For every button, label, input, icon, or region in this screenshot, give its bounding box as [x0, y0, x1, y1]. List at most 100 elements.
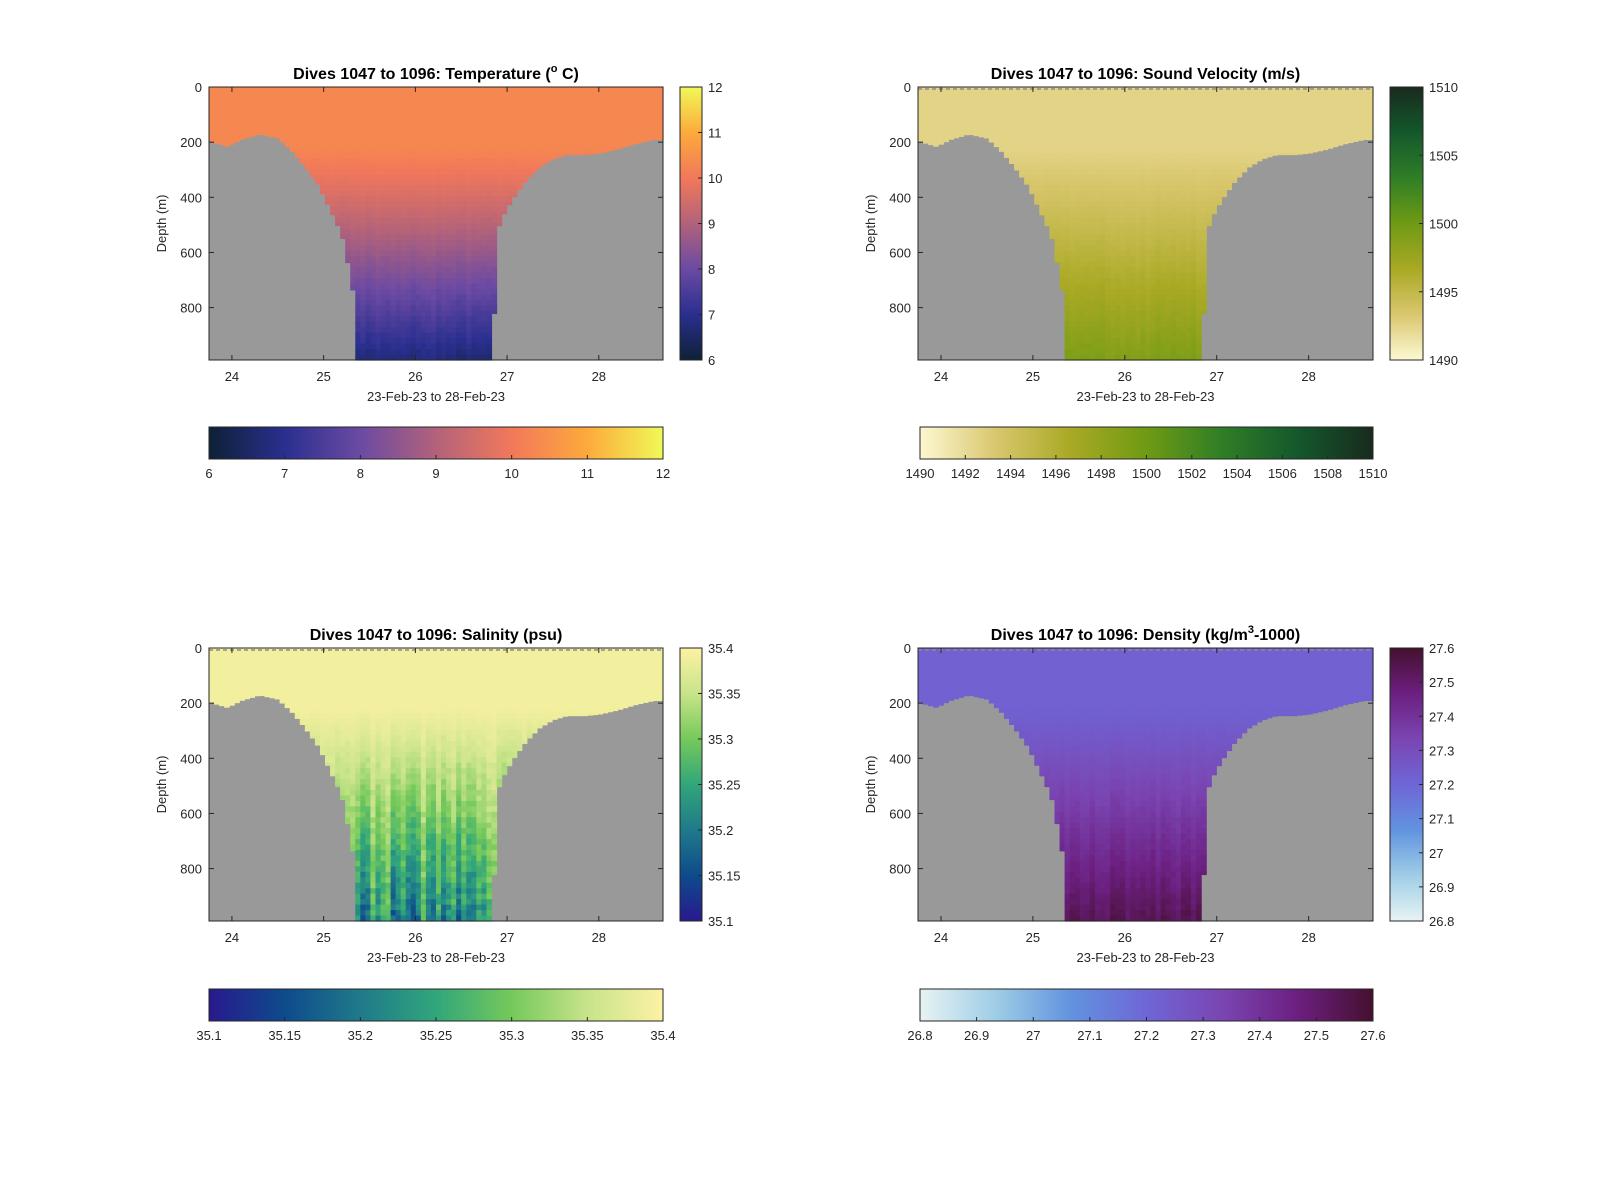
heatmap-cell — [1095, 125, 1101, 131]
heatmap-cell — [481, 316, 487, 322]
heatmap-cell — [653, 120, 659, 126]
heatmap-cell — [1044, 207, 1050, 213]
heatmap-cell — [1044, 142, 1050, 148]
heatmap-cell — [370, 333, 376, 339]
heatmap-cell — [1034, 153, 1040, 159]
heatmap-cell — [396, 218, 402, 224]
heatmap-cell — [461, 196, 467, 202]
heatmap-cell — [436, 147, 442, 153]
heatmap-cell — [1181, 333, 1187, 339]
heatmap-cell — [254, 653, 260, 659]
heatmap-cell — [1257, 131, 1263, 137]
heatmap-cell — [209, 136, 215, 142]
heatmap-cell — [1140, 218, 1146, 224]
heatmap-cell — [486, 289, 492, 295]
heatmap-cell — [1146, 169, 1152, 175]
heatmap-cell — [1237, 169, 1243, 175]
heatmap-cell — [1009, 114, 1015, 120]
heatmap-cell — [214, 659, 220, 665]
heatmap-cell — [416, 92, 422, 98]
heatmap-cell — [1075, 333, 1081, 339]
heatmap-cell — [214, 697, 220, 703]
heatmap-cell — [456, 114, 462, 120]
heatmap-cell — [320, 114, 326, 120]
heatmap-cell — [1044, 131, 1050, 137]
heatmap-cell — [1211, 191, 1217, 197]
heatmap-cell — [1166, 316, 1172, 322]
heatmap-cell — [1080, 136, 1086, 142]
heatmap-cell — [446, 300, 452, 306]
heatmap-cell — [330, 191, 336, 197]
heatmap-cell — [396, 92, 402, 98]
heatmap-cell — [1216, 131, 1222, 137]
heatmap-cell — [1065, 240, 1071, 246]
heatmap-cell — [386, 224, 392, 230]
heatmap-cell — [1257, 158, 1263, 161]
heatmap-cell — [602, 92, 608, 98]
heatmap-cell — [1191, 240, 1197, 246]
heatmap-cell — [421, 147, 427, 153]
heatmap-cell — [1181, 316, 1187, 322]
heatmap-cell — [1201, 153, 1207, 159]
heatmap-cell — [386, 294, 392, 300]
heatmap-cell — [1166, 294, 1172, 300]
heatmap-cell — [1176, 196, 1182, 202]
heatmap-cell — [365, 327, 371, 333]
heatmap-cell — [446, 251, 452, 257]
heatmap-cell — [1019, 109, 1025, 115]
heatmap-cell — [1272, 103, 1278, 109]
heatmap-cell — [1287, 98, 1293, 104]
horizontal-colorbar-tick-label: 6 — [205, 466, 212, 481]
heatmap-cell — [280, 87, 286, 93]
heatmap-cell — [325, 185, 331, 191]
heatmap-cell — [1075, 109, 1081, 115]
heatmap-cell — [1176, 289, 1182, 295]
heatmap-cell — [270, 670, 276, 676]
heatmap-cell — [1302, 153, 1308, 155]
heatmap-cell — [466, 185, 472, 191]
heatmap-cell — [1055, 98, 1061, 104]
heatmap-cell — [365, 300, 371, 306]
heatmap-cell — [421, 322, 427, 328]
heatmap-cell — [1034, 169, 1040, 175]
heatmap-cell — [381, 322, 387, 328]
heatmap-cell — [239, 87, 245, 93]
heatmap-cell — [567, 120, 573, 126]
heatmap-cell — [431, 158, 437, 164]
heatmap-cell — [285, 648, 291, 654]
heatmap-cell — [592, 147, 598, 153]
heatmap-cell — [370, 294, 376, 300]
heatmap-cell — [1146, 316, 1152, 322]
heatmap-cell — [979, 114, 985, 120]
heatmap-cell — [1191, 109, 1197, 115]
heatmap-cell — [209, 686, 215, 692]
heatmap-cell — [1105, 147, 1111, 153]
heatmap-cell — [229, 670, 235, 676]
heatmap-cell — [471, 224, 477, 230]
heatmap-cell — [557, 109, 563, 115]
heatmap-cell — [249, 103, 255, 109]
heatmap-cell — [471, 103, 477, 109]
heatmap-cell — [391, 153, 397, 159]
heatmap-cell — [1262, 136, 1268, 142]
heatmap-cell — [249, 136, 255, 137]
heatmap-cell — [1075, 327, 1081, 333]
heatmap-cell — [1156, 234, 1162, 240]
heatmap-cell — [426, 311, 432, 317]
heatmap-cell — [1075, 305, 1081, 311]
heatmap-cell — [1181, 278, 1187, 284]
heatmap-cell — [557, 87, 563, 93]
heatmap-cell — [1262, 158, 1268, 159]
heatmap-cell — [1065, 305, 1071, 311]
heatmap-cell — [411, 92, 417, 98]
heatmap-cell — [396, 251, 402, 257]
heatmap-cell — [1065, 125, 1071, 131]
heatmap-cell — [958, 103, 964, 109]
heatmap-cell — [486, 109, 492, 115]
heatmap-cell — [411, 163, 417, 169]
heatmap-cell — [350, 98, 356, 104]
heatmap-cell — [1125, 136, 1131, 142]
heatmap-cell — [1267, 142, 1273, 148]
heatmap-cell — [1090, 278, 1096, 284]
heatmap-cell — [522, 125, 528, 131]
